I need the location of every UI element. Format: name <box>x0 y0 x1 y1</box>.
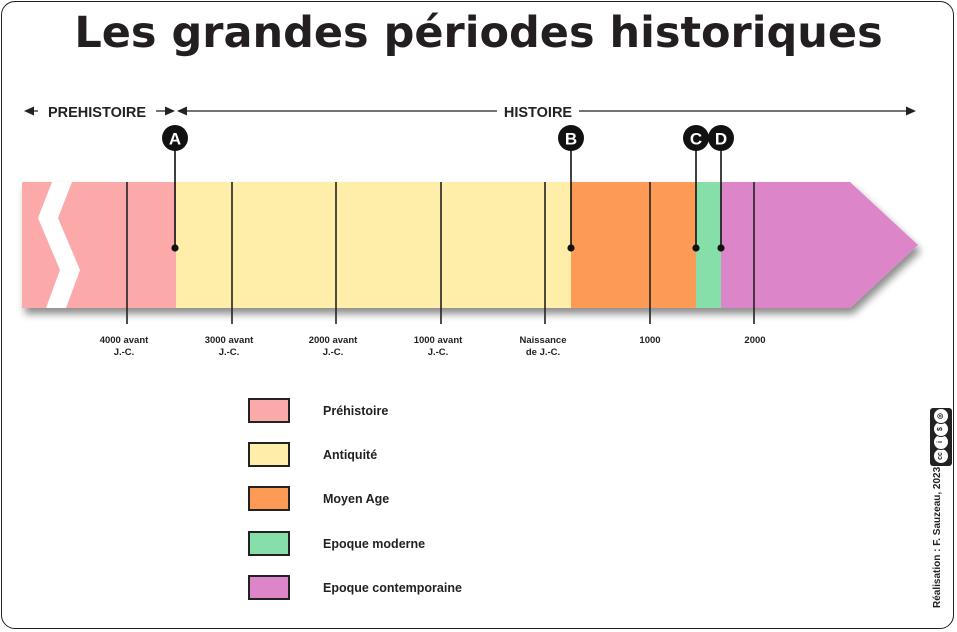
tick-label: 3000 avant J.-C. <box>205 335 254 358</box>
tick-label: 1000 avant J.-C. <box>414 335 463 358</box>
legend-swatch <box>248 486 290 511</box>
marker-a-label: A <box>169 130 181 149</box>
tick-label: 2000 avant J.-C. <box>309 335 358 358</box>
legend-swatch <box>248 442 290 467</box>
marker-a: A <box>162 125 188 252</box>
legend-swatch <box>248 575 290 600</box>
cc-license-badge: cc i $ ◎ <box>930 408 952 466</box>
page-title: Les grandes périodes historiques <box>74 8 883 58</box>
timeline-bar <box>22 182 918 308</box>
histoire-label: HISTOIRE <box>504 105 573 121</box>
marker-b-label: B <box>565 130 577 149</box>
period-epoque-moderne <box>696 182 722 308</box>
tick-label: 2000 <box>744 335 765 346</box>
legend-label: Moyen Age <box>323 492 390 506</box>
period-epoque-contemporaine <box>721 182 918 308</box>
period-moyen-age <box>571 182 697 308</box>
tick-label: 1000 <box>639 335 660 346</box>
legend-label: Antiquité <box>323 448 378 462</box>
period-antiquite <box>176 182 572 308</box>
legend-label: Préhistoire <box>323 404 389 418</box>
tick-labels: 4000 avant J.-C. 3000 avant J.-C. 2000 ava… <box>100 335 766 358</box>
marker-b: B <box>558 125 584 252</box>
legend-label: Epoque contemporaine <box>323 581 462 595</box>
legend-item: Epoque contemporaine <box>248 573 548 603</box>
legend-item: Préhistoire <box>248 396 548 426</box>
prehistoire-arrow: PREHISTOIRE <box>24 100 175 122</box>
marker-c-label: C <box>690 130 702 149</box>
histoire-arrow: HISTOIRE <box>177 100 916 122</box>
marker-d-label: D <box>715 130 727 149</box>
tick-label: 4000 avant J.-C. <box>100 335 149 358</box>
legend-swatch <box>248 531 290 556</box>
legend-swatch <box>248 398 290 423</box>
legend-item: Moyen Age <box>248 484 548 514</box>
legend-item: Antiquité <box>248 440 548 470</box>
legend-item: Epoque moderne <box>248 529 548 559</box>
legend-label: Epoque moderne <box>323 537 426 551</box>
marker-c: C <box>683 125 709 252</box>
tick-label: Naissance de J.-C. <box>519 335 566 358</box>
sa-icon: ◎ <box>933 408 949 424</box>
prehistoire-label: PREHISTOIRE <box>48 105 146 121</box>
tick-lines <box>126 182 755 324</box>
marker-d: D <box>708 125 734 252</box>
cc-icon: cc <box>933 448 949 464</box>
break-zigzag <box>38 182 80 308</box>
credit-text: Réalisation : F. Sauzeau, 2023 <box>932 466 943 608</box>
